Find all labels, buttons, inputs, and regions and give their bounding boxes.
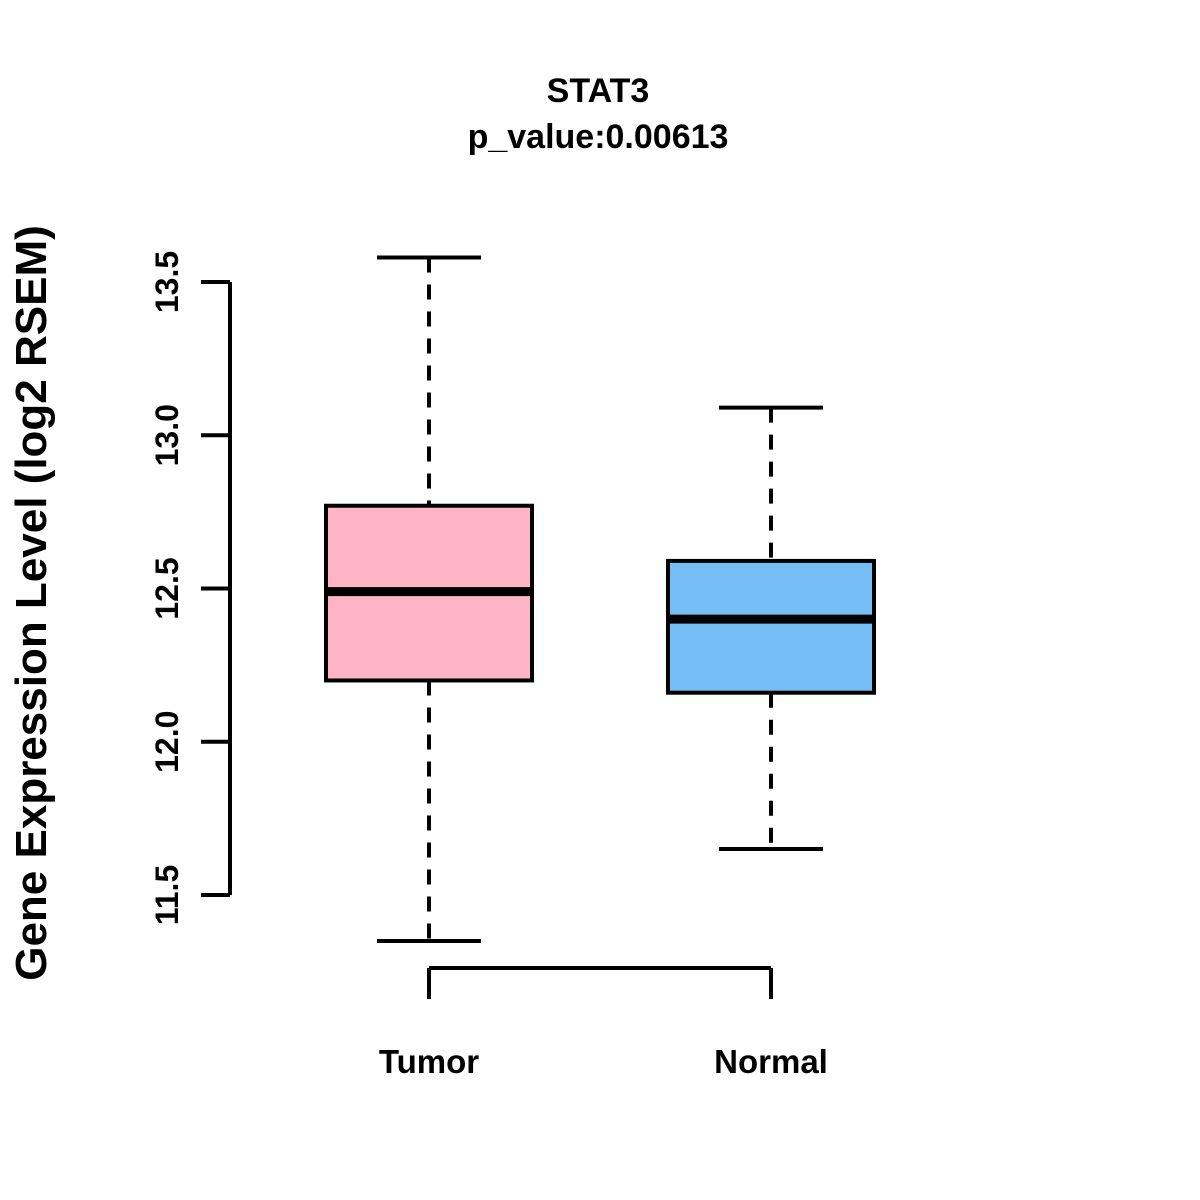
y-tick-label: 11.5 <box>149 865 185 926</box>
y-tick-label: 13.0 <box>149 404 185 466</box>
normal-box <box>666 558 876 695</box>
chart-subtitle: p_value:0.00613 <box>467 118 729 156</box>
chart-title-block: STAT3 p_value:0.00613 <box>0 68 1196 160</box>
y-tick-label: 12.0 <box>149 711 185 773</box>
chart-title: STAT3 <box>546 72 650 110</box>
x-category-label-normal: Normal <box>714 1043 828 1080</box>
x-category-label-tumor: Tumor <box>379 1043 479 1080</box>
y-axis-label: Gene Expression Level (log2 RSEM) <box>7 225 56 981</box>
y-tick-label: 13.5 <box>149 251 185 313</box>
y-tick-label: 12.5 <box>149 557 185 619</box>
